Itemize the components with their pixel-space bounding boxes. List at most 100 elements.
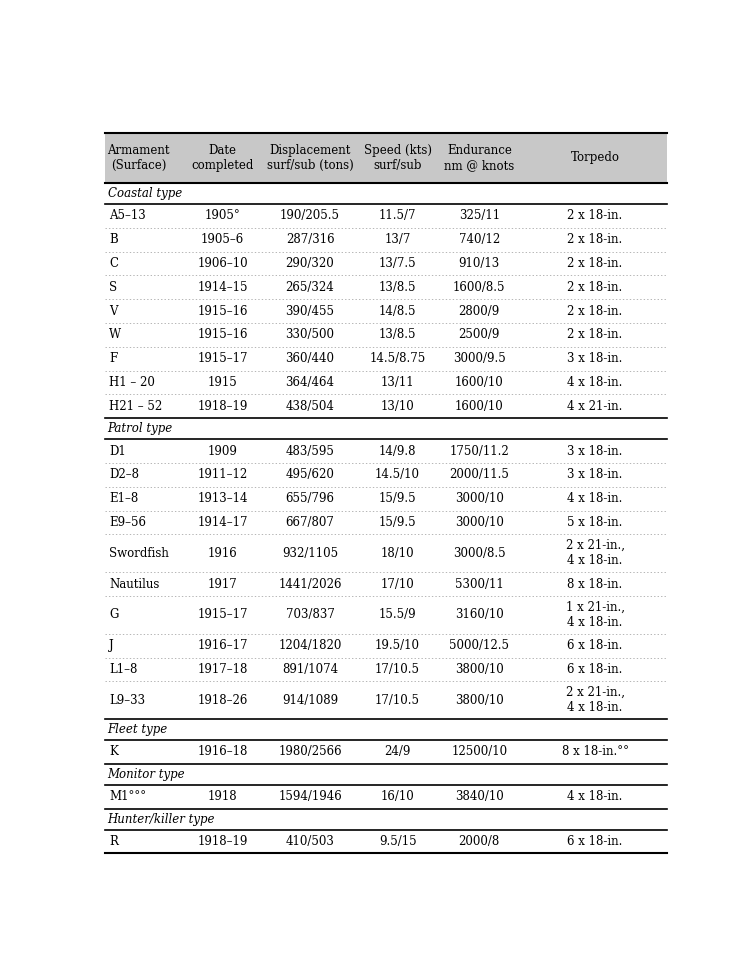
Text: 3 x 18-in.: 3 x 18-in. (568, 468, 623, 482)
Text: 17/10.5: 17/10.5 (375, 694, 420, 706)
Text: 1906–10: 1906–10 (197, 257, 248, 270)
Text: Date
completed: Date completed (191, 143, 254, 172)
Text: 1915–17: 1915–17 (197, 609, 248, 621)
Text: 19.5/10: 19.5/10 (375, 640, 420, 652)
Text: 1916–18: 1916–18 (197, 745, 248, 759)
Text: 4 x 21-in.: 4 x 21-in. (568, 400, 623, 413)
Text: 5300/11: 5300/11 (455, 578, 504, 590)
Text: 2000/8: 2000/8 (459, 835, 500, 848)
Text: Hunter/killer type: Hunter/killer type (108, 813, 215, 826)
Text: 14.5/8.75: 14.5/8.75 (370, 352, 425, 365)
Text: 5000/12.5: 5000/12.5 (450, 640, 509, 652)
Text: 1915–17: 1915–17 (197, 352, 248, 365)
Text: 891/1074: 891/1074 (282, 663, 338, 676)
Text: D2–8: D2–8 (109, 468, 139, 482)
Text: 495/620: 495/620 (285, 468, 334, 482)
Text: 3 x 18-in.: 3 x 18-in. (568, 445, 623, 457)
Text: 14/8.5: 14/8.5 (379, 304, 416, 318)
Text: 1600/10: 1600/10 (455, 400, 504, 413)
Text: 2 x 18-in.: 2 x 18-in. (568, 209, 623, 223)
Text: 6 x 18-in.: 6 x 18-in. (568, 663, 623, 676)
Text: 1 x 21-in.,
4 x 18-in.: 1 x 21-in., 4 x 18-in. (566, 601, 625, 629)
Text: 2 x 18-in.: 2 x 18-in. (568, 328, 623, 341)
Text: 13/7.5: 13/7.5 (379, 257, 416, 270)
Text: 1914–15: 1914–15 (197, 281, 248, 294)
Text: 1916–17: 1916–17 (197, 640, 248, 652)
Text: 6 x 18-in.: 6 x 18-in. (568, 640, 623, 652)
Text: 438/504: 438/504 (285, 400, 334, 413)
Text: 410/503: 410/503 (285, 835, 334, 848)
Text: L9–33: L9–33 (109, 694, 145, 706)
Text: Armament
(Surface): Armament (Surface) (108, 143, 170, 172)
Text: 3000/10: 3000/10 (455, 516, 504, 529)
Text: 290/320: 290/320 (285, 257, 334, 270)
Text: 265/324: 265/324 (285, 281, 334, 294)
Text: 12500/10: 12500/10 (451, 745, 508, 759)
Text: L1–8: L1–8 (109, 663, 138, 676)
Text: 11.5/7: 11.5/7 (379, 209, 416, 223)
Bar (105, 133, 667, 183)
Text: 655/796: 655/796 (285, 492, 334, 505)
Text: 17/10: 17/10 (381, 578, 414, 590)
Text: Coastal type: Coastal type (108, 187, 181, 200)
Text: 2 x 21-in.,
4 x 18-in.: 2 x 21-in., 4 x 18-in. (566, 686, 625, 714)
Text: 8 x 18-in.: 8 x 18-in. (568, 578, 623, 590)
Text: 364/464: 364/464 (285, 376, 334, 389)
Text: 1918: 1918 (208, 791, 237, 803)
Text: J: J (109, 640, 114, 652)
Text: F: F (109, 352, 117, 365)
Text: Patrol type: Patrol type (108, 422, 172, 435)
Text: 3800/10: 3800/10 (455, 694, 504, 706)
Text: 13/8.5: 13/8.5 (379, 328, 416, 341)
Text: M1°°°: M1°°° (109, 791, 146, 803)
Text: 1917–18: 1917–18 (197, 663, 248, 676)
Text: 3 x 18-in.: 3 x 18-in. (568, 352, 623, 365)
Text: K: K (109, 745, 118, 759)
Text: 1914–17: 1914–17 (197, 516, 248, 529)
Text: 360/440: 360/440 (285, 352, 334, 365)
Text: 667/807: 667/807 (285, 516, 334, 529)
Text: H21 – 52: H21 – 52 (109, 400, 163, 413)
Text: E1–8: E1–8 (109, 492, 139, 505)
Text: 1980/2566: 1980/2566 (279, 745, 342, 759)
Text: C: C (109, 257, 118, 270)
Text: 3800/10: 3800/10 (455, 663, 504, 676)
Text: E9–56: E9–56 (109, 516, 146, 529)
Text: 1594/1946: 1594/1946 (278, 791, 342, 803)
Text: H1 – 20: H1 – 20 (109, 376, 155, 389)
Text: 1905–6: 1905–6 (201, 234, 244, 246)
Text: G: G (109, 609, 119, 621)
Text: 1750/11.2: 1750/11.2 (450, 445, 509, 457)
Text: 3160/10: 3160/10 (455, 609, 504, 621)
Text: 325/11: 325/11 (459, 209, 500, 223)
Text: 910/13: 910/13 (459, 257, 500, 270)
Text: 9.5/15: 9.5/15 (379, 835, 416, 848)
Text: 1905°: 1905° (205, 209, 240, 223)
Text: 14.5/10: 14.5/10 (375, 468, 420, 482)
Text: 6 x 18-in.: 6 x 18-in. (568, 835, 623, 848)
Text: 2800/9: 2800/9 (459, 304, 500, 318)
Text: 1915–16: 1915–16 (197, 328, 248, 341)
Text: W: W (109, 328, 121, 341)
Text: Fleet type: Fleet type (108, 723, 168, 736)
Text: 13/11: 13/11 (381, 376, 414, 389)
Text: 2500/9: 2500/9 (459, 328, 500, 341)
Text: Displacement
surf/sub (tons): Displacement surf/sub (tons) (267, 143, 353, 172)
Text: 5 x 18-in.: 5 x 18-in. (568, 516, 623, 529)
Text: 1911–12: 1911–12 (197, 468, 248, 482)
Text: Speed (kts)
surf/sub: Speed (kts) surf/sub (364, 143, 431, 172)
Text: 1441/2026: 1441/2026 (279, 578, 342, 590)
Text: Endurance
nm @ knots: Endurance nm @ knots (444, 143, 514, 172)
Text: Torpedo: Torpedo (571, 151, 620, 165)
Text: 14/9.8: 14/9.8 (379, 445, 416, 457)
Text: 914/1089: 914/1089 (282, 694, 338, 706)
Text: 13/7: 13/7 (384, 234, 411, 246)
Text: 483/595: 483/595 (285, 445, 334, 457)
Text: 24/9: 24/9 (384, 745, 411, 759)
Text: 15/9.5: 15/9.5 (379, 492, 416, 505)
Text: 703/837: 703/837 (285, 609, 334, 621)
Text: 2 x 18-in.: 2 x 18-in. (568, 257, 623, 270)
Text: 4 x 18-in.: 4 x 18-in. (568, 376, 623, 389)
Text: 16/10: 16/10 (381, 791, 414, 803)
Text: 330/500: 330/500 (285, 328, 334, 341)
